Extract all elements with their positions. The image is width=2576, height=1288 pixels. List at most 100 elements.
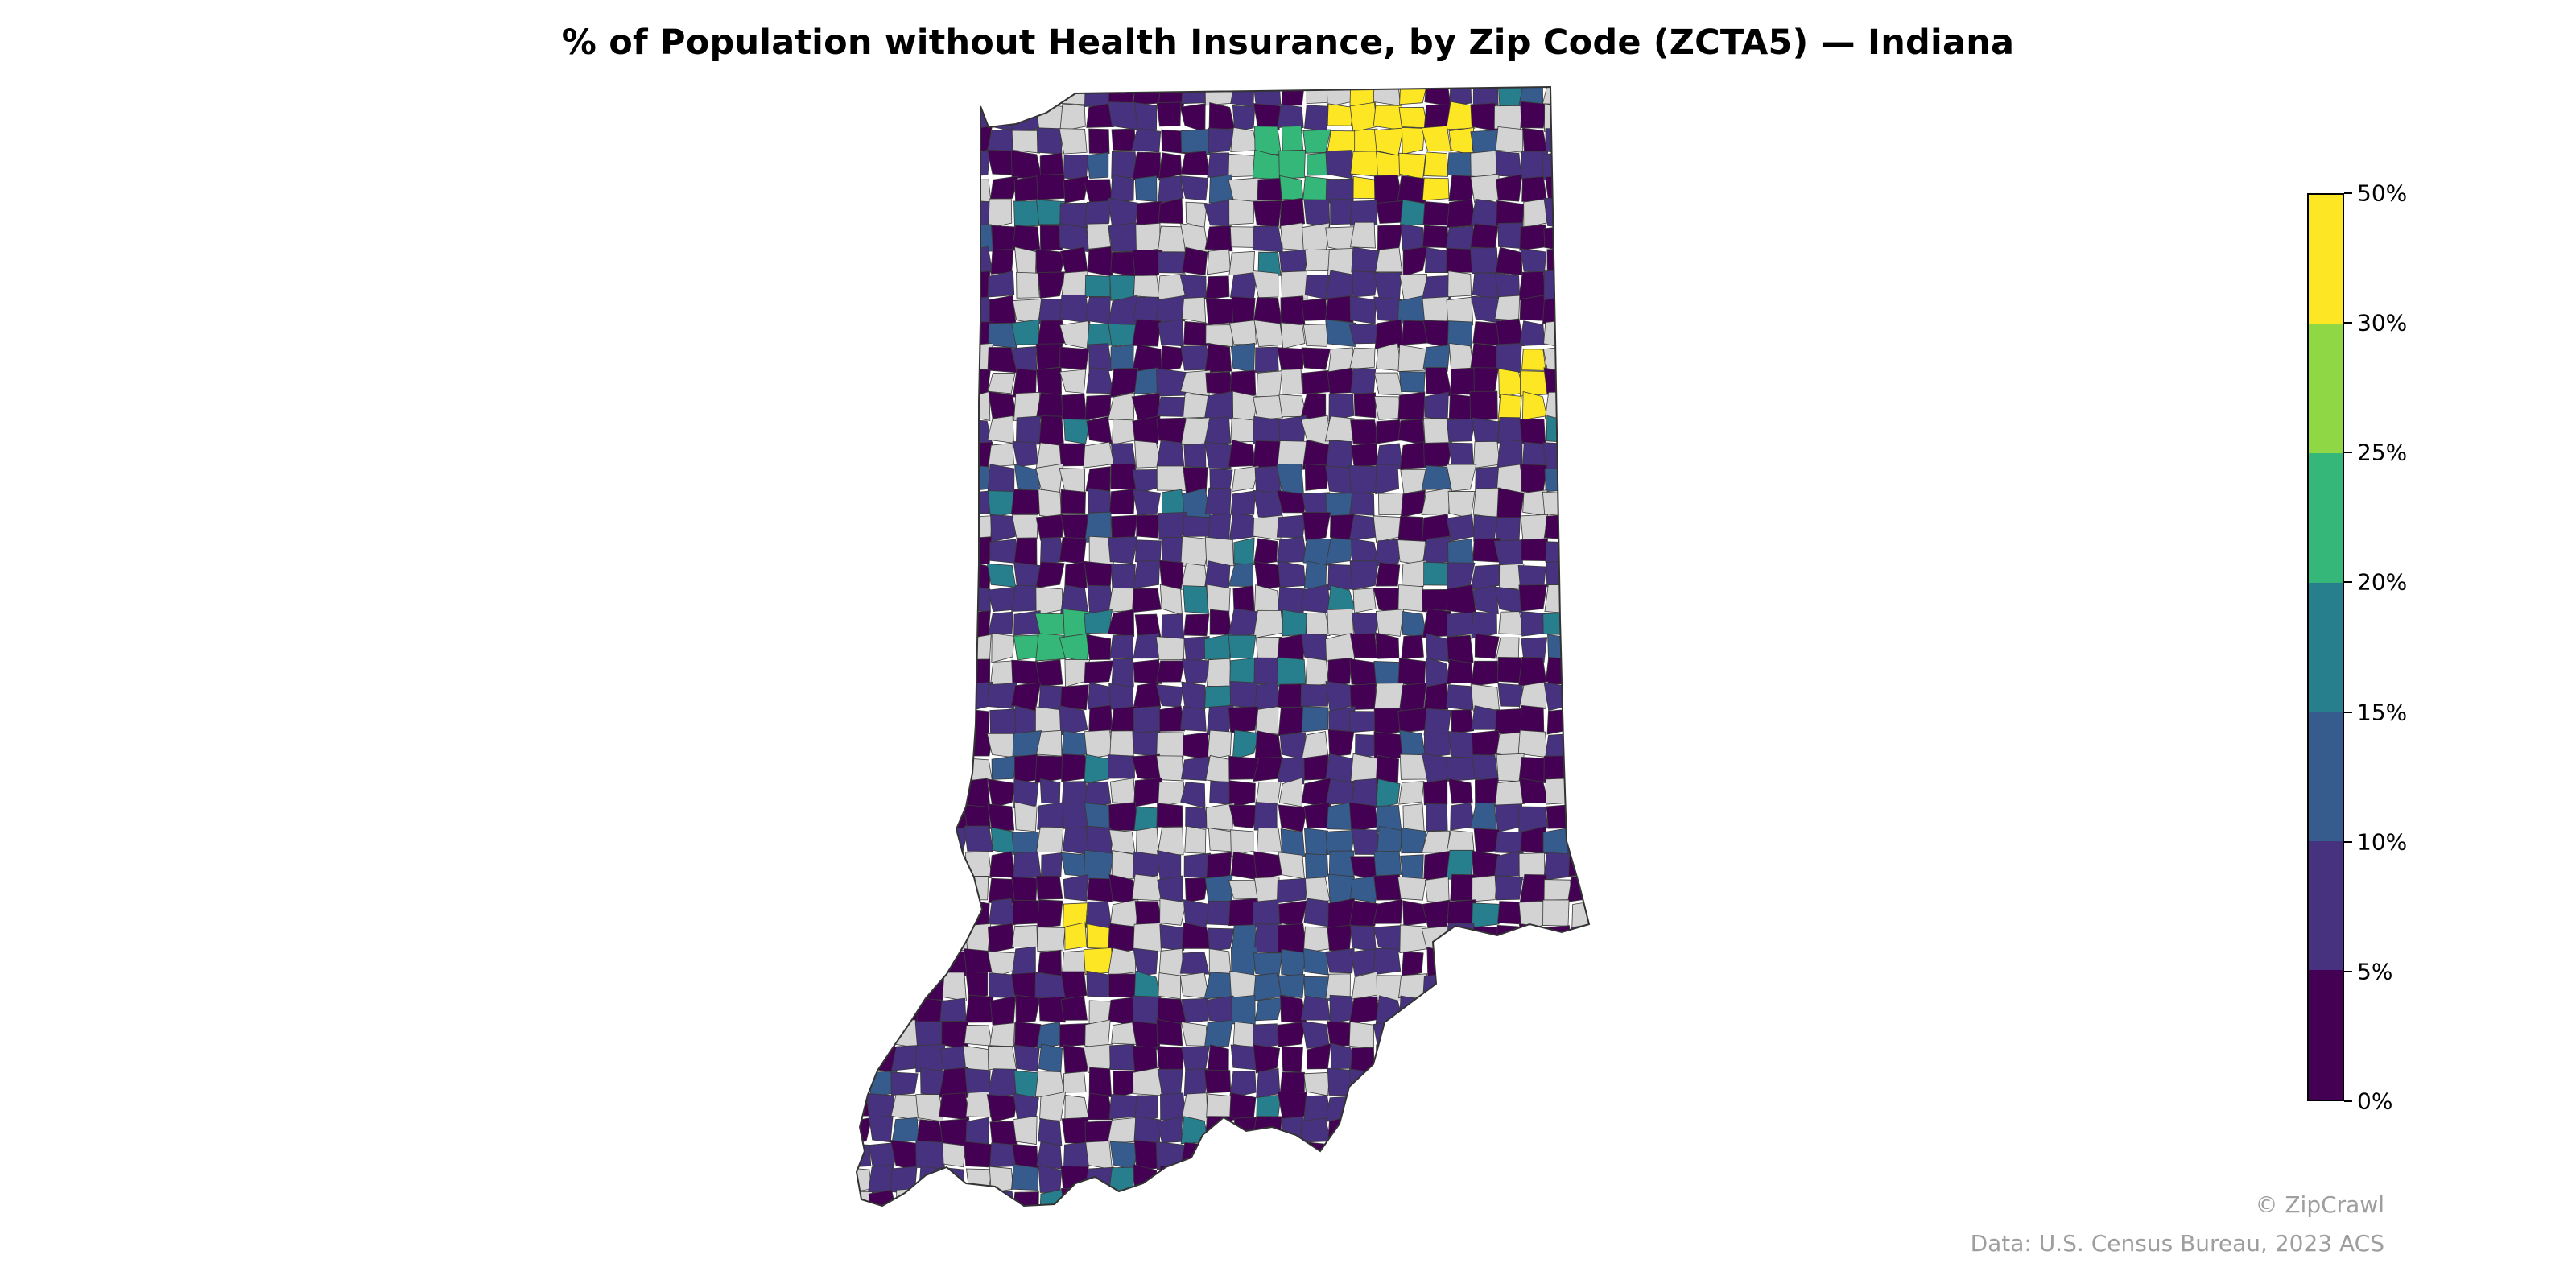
zcta-region: [1519, 295, 1546, 321]
zcta-region: [868, 488, 894, 515]
zcta-region: [1348, 802, 1378, 833]
zcta-region: [942, 777, 969, 808]
zcta-region: [1566, 491, 1589, 519]
zcta-region: [1470, 1021, 1499, 1049]
zcta-region: [857, 948, 870, 975]
zcta-region: [1470, 150, 1497, 180]
zcta-region: [1494, 708, 1524, 734]
zcta-region: [1472, 487, 1501, 518]
zcta-region: [1034, 103, 1064, 130]
zcta-region: [1182, 732, 1209, 761]
zcta-region: [1086, 223, 1112, 250]
zcta-region: [1593, 539, 1620, 565]
zcta-region: [1325, 1096, 1354, 1122]
zcta-region: [939, 997, 967, 1022]
zcta-region: [914, 489, 941, 518]
colorbar-tick-label: 25%: [2357, 439, 2408, 466]
colorbar-bin: [2309, 840, 2343, 971]
zcta-region: [1277, 536, 1307, 564]
zcta-region: [1376, 778, 1401, 808]
zcta-region: [1401, 1119, 1427, 1146]
zcta-region: [1161, 613, 1185, 640]
zcta-region: [1085, 466, 1111, 492]
zcta-region: [1064, 922, 1088, 951]
zcta-region: [1592, 995, 1620, 1024]
zcta-region: [1035, 514, 1064, 541]
zcta-region: [857, 246, 870, 276]
zcta-region: [1059, 128, 1088, 155]
zcta-region: [1567, 223, 1589, 252]
zcta-region: [1253, 103, 1281, 130]
zcta-region: [1206, 900, 1232, 926]
zcta-region: [1521, 1168, 1548, 1195]
zcta-region: [893, 396, 918, 422]
zcta-region: [857, 1018, 873, 1050]
zcta-region: [1013, 1044, 1040, 1072]
zcta-region: [1495, 174, 1523, 202]
zcta-region: [895, 87, 919, 104]
zcta-region: [1473, 514, 1498, 542]
zcta-region: [1063, 154, 1089, 180]
colorbar-bin: [2309, 324, 2343, 454]
zcta-region: [1132, 588, 1162, 613]
zcta-region: [1133, 275, 1160, 299]
zcta-region: [1253, 972, 1283, 1001]
zcta-region: [939, 825, 969, 857]
zcta-region: [857, 924, 869, 953]
zcta-region: [1426, 803, 1448, 832]
zcta-region: [1183, 585, 1209, 614]
zcta-region: [1591, 564, 1620, 588]
zcta-region: [869, 275, 894, 299]
zcta-region: [1158, 1188, 1187, 1206]
zcta-region: [918, 247, 943, 277]
zcta-region: [964, 1141, 994, 1168]
zcta-region: [857, 345, 873, 372]
zcta-region: [1567, 995, 1589, 1025]
zcta-region: [1542, 899, 1570, 927]
colorbar-bin: [2309, 194, 2343, 324]
zcta-region: [1233, 537, 1255, 565]
zcta-region: [1593, 588, 1618, 611]
zcta-region: [1228, 563, 1254, 588]
zcta-region: [1232, 924, 1256, 949]
zcta-region: [1132, 730, 1161, 757]
zcta-region: [915, 367, 943, 394]
zcta-region: [964, 179, 992, 203]
zcta-region: [1256, 1067, 1281, 1098]
zcta-region: [865, 464, 896, 494]
zcta-region: [866, 394, 897, 419]
zcta-region: [1038, 996, 1066, 1023]
zcta-region: [917, 753, 945, 783]
zcta-region: [1253, 1044, 1281, 1074]
zcta-region: [1253, 584, 1280, 614]
zcta-region: [1300, 995, 1331, 1021]
zcta-region: [1228, 1140, 1260, 1167]
zcta-region: [1570, 656, 1589, 686]
zcta-region: [1303, 199, 1331, 228]
zcta-region: [940, 274, 969, 300]
zcta-region: [890, 826, 920, 857]
zcta-region: [1084, 275, 1111, 297]
zcta-region: [1447, 562, 1476, 592]
zcta-region: [1253, 538, 1278, 566]
zcta-region: [890, 898, 918, 927]
zcta-region: [914, 875, 943, 905]
zcta-region: [1521, 949, 1548, 976]
zcta-region: [1474, 994, 1499, 1022]
zcta-region: [1108, 392, 1135, 422]
zcta-region: [1519, 873, 1547, 903]
zcta-region: [1496, 1048, 1521, 1070]
zcta-region: [1253, 757, 1283, 782]
zcta-region: [1180, 1022, 1208, 1046]
zcta-region: [1011, 877, 1038, 903]
zcta-region: [1398, 1071, 1425, 1096]
zcta-region: [1397, 876, 1426, 901]
zcta-region: [891, 560, 919, 589]
zcta-region: [919, 514, 945, 539]
zcta-region: [989, 1022, 1015, 1047]
zcta-region: [914, 851, 943, 877]
zcta-region: [1252, 1116, 1282, 1146]
zcta-region: [1568, 1188, 1589, 1206]
zcta-region: [1567, 128, 1589, 157]
zcta-region: [894, 778, 917, 808]
